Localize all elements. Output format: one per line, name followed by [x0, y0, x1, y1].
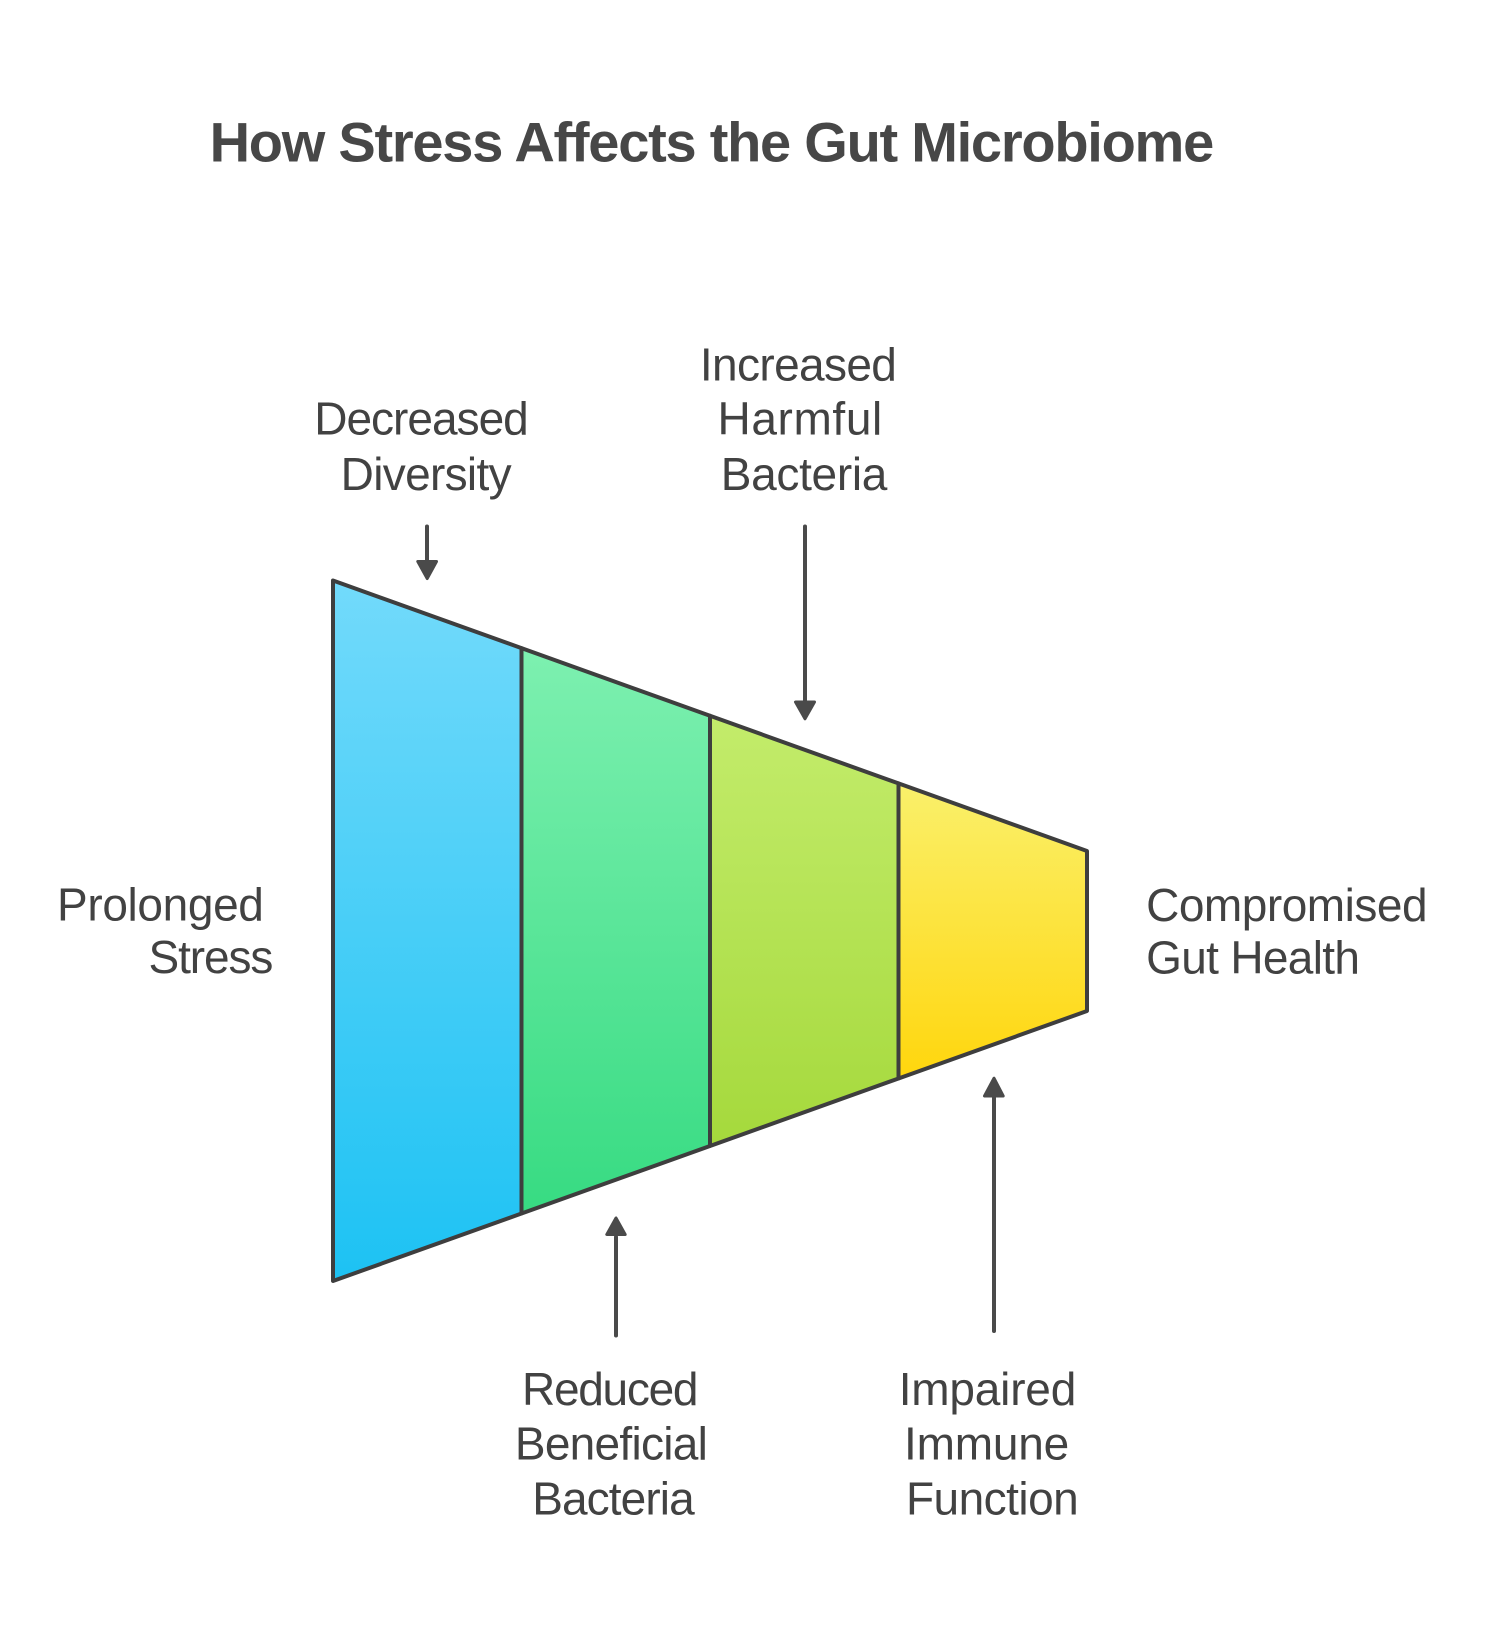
svg-text:Function: Function [906, 1473, 1078, 1525]
svg-text:Compromised: Compromised [1146, 879, 1427, 931]
svg-text:Beneficial: Beneficial [515, 1418, 707, 1470]
svg-text:Stress: Stress [149, 931, 273, 983]
svg-text:Prolonged: Prolonged [57, 879, 263, 931]
svg-text:Gut Health: Gut Health [1146, 932, 1359, 984]
svg-text:Diversity: Diversity [341, 448, 512, 500]
svg-text:Impaired: Impaired [899, 1363, 1076, 1415]
svg-text:Increased: Increased [700, 339, 896, 391]
svg-text:Bacteria: Bacteria [532, 1473, 695, 1525]
svg-text:Harmful: Harmful [718, 393, 883, 445]
svg-text:Bacteria: Bacteria [721, 448, 888, 500]
svg-text:How Stress Affects the Gut Mic: How Stress Affects the Gut Microbiome [210, 111, 1214, 174]
svg-text:Immune: Immune [904, 1418, 1069, 1470]
svg-text:Reduced: Reduced [522, 1363, 697, 1415]
svg-text:Decreased: Decreased [314, 393, 528, 445]
